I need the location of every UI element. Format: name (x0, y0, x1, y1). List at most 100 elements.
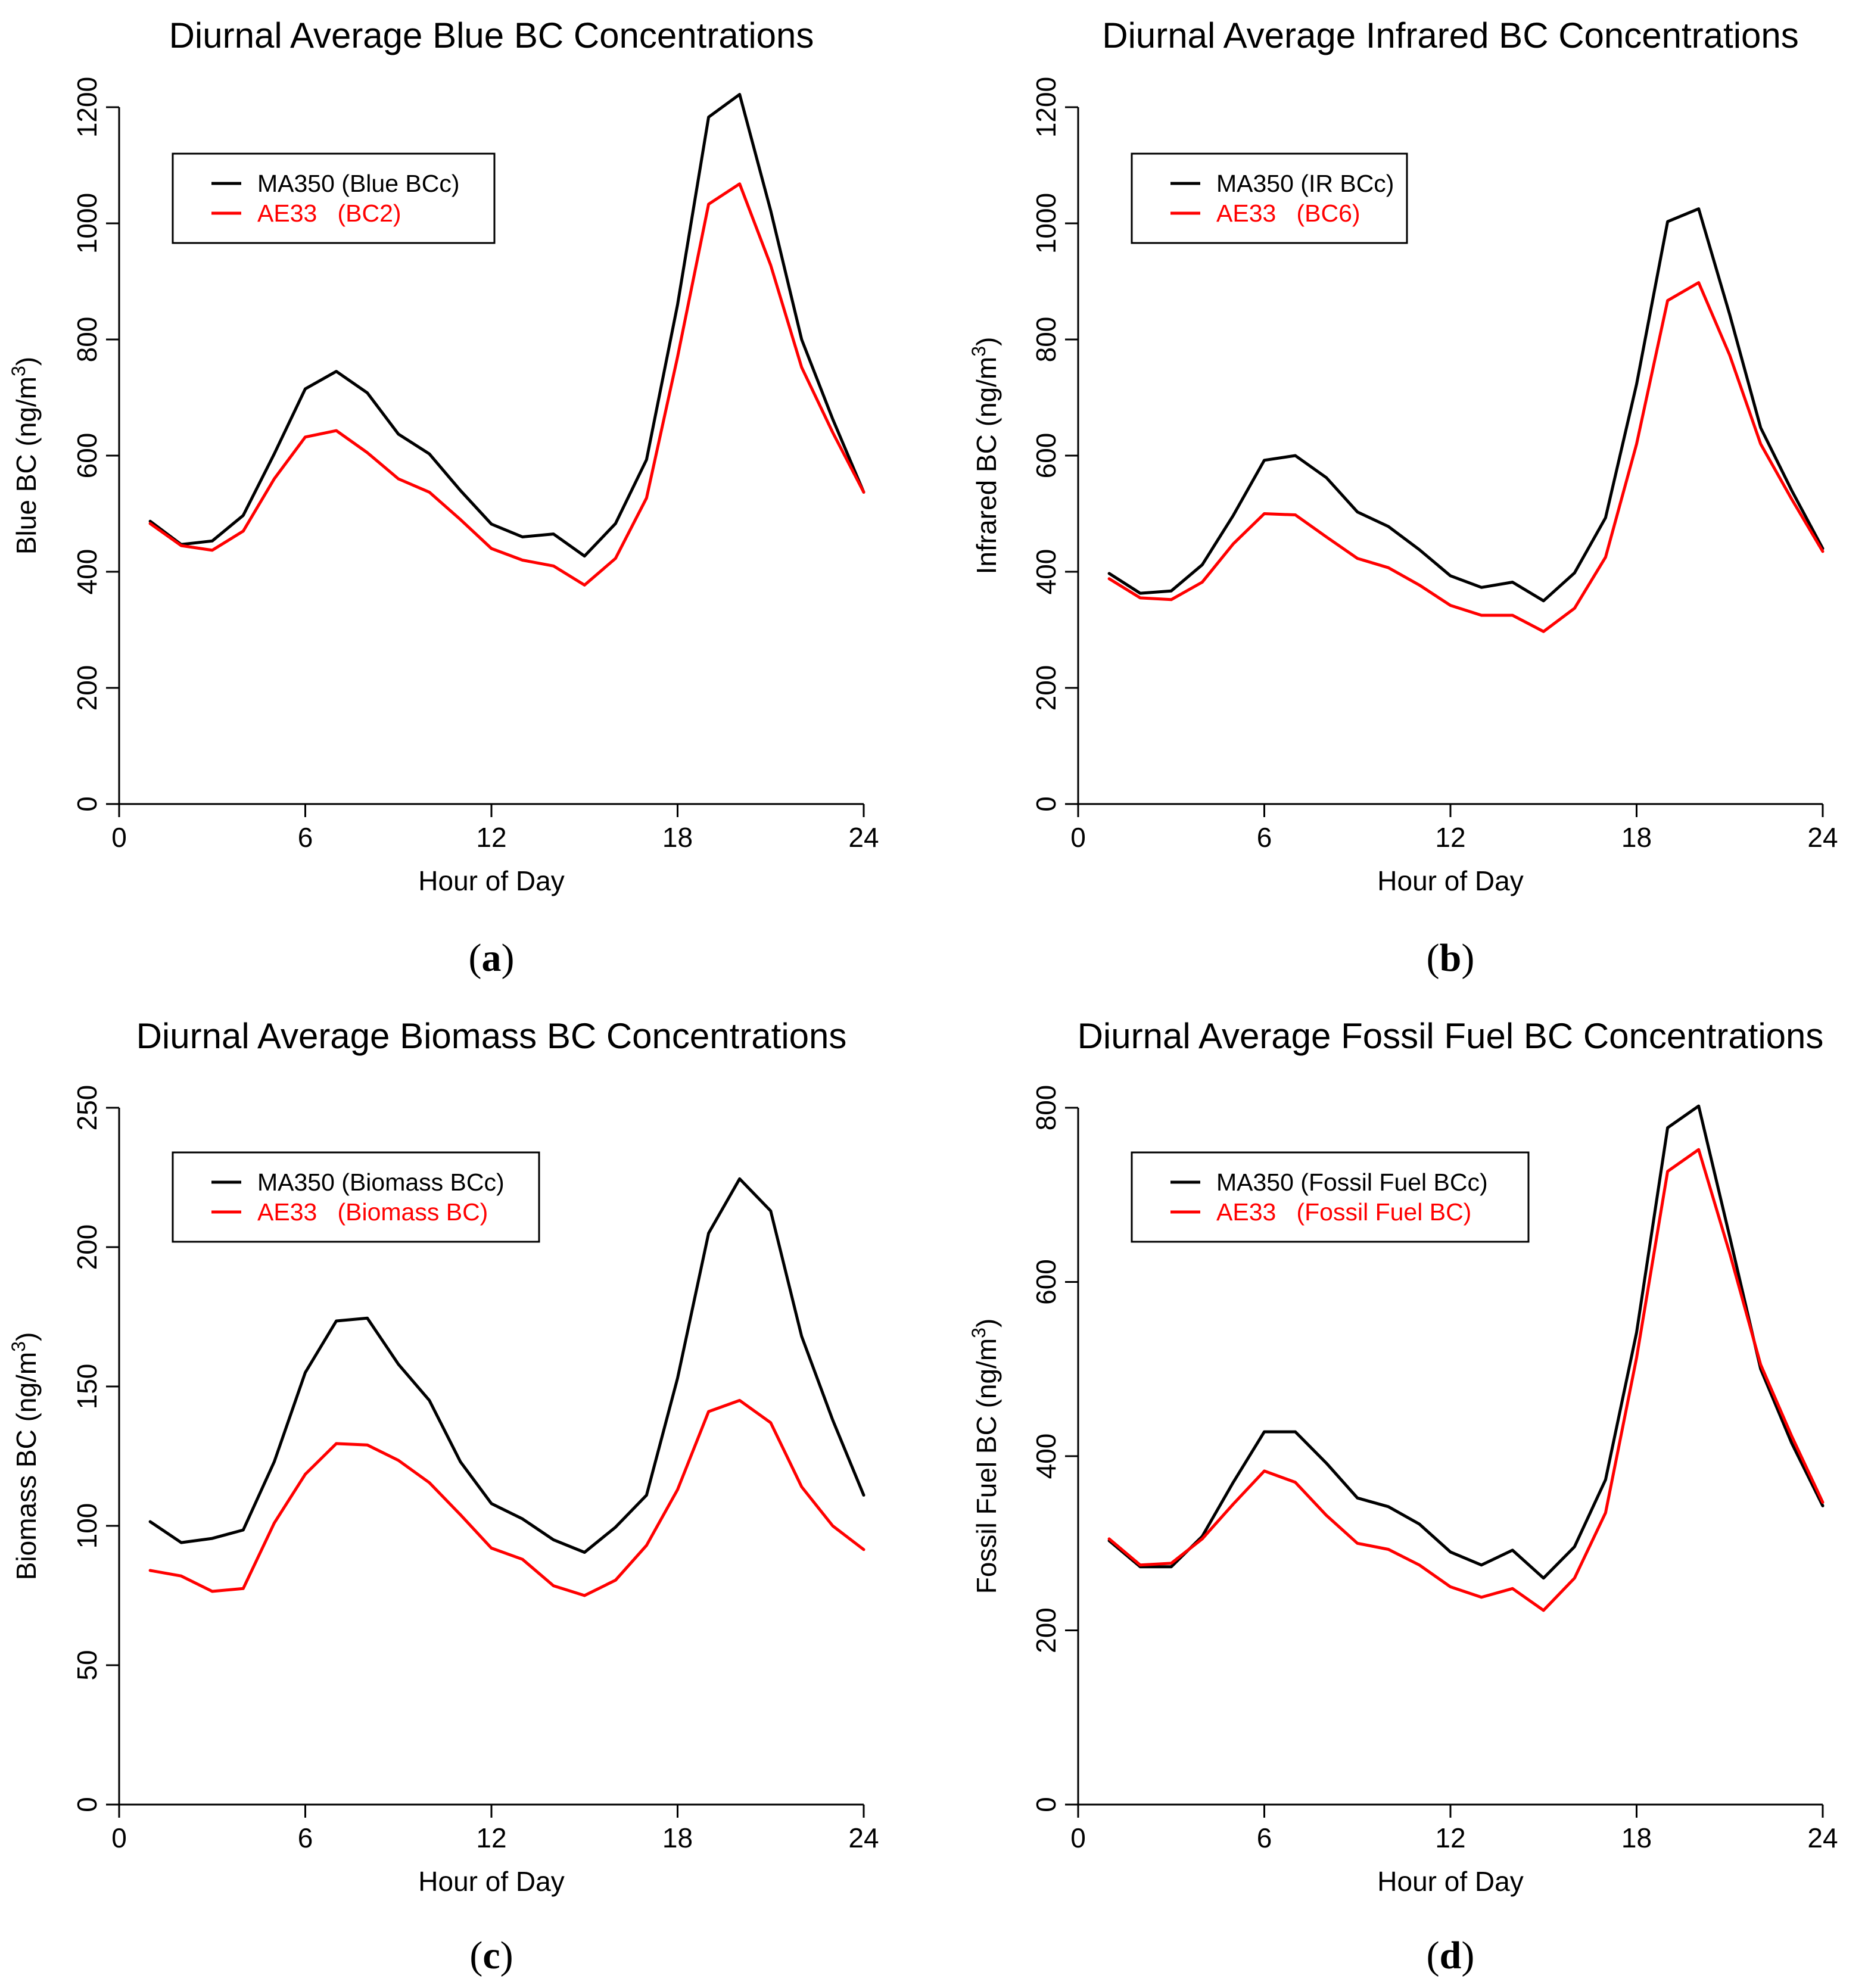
y-tick-label: 1000 (1030, 193, 1061, 254)
y-tick-label: 0 (71, 796, 102, 812)
x-tick-label: 18 (662, 1822, 693, 1853)
x-tick-label: 12 (1435, 822, 1465, 853)
x-tick-label: 0 (1070, 1822, 1086, 1853)
series-line-ma350 (148, 93, 865, 558)
y-axis-label-text: Infrared BC (ng/m (971, 357, 1002, 575)
legend: MA350 (Blue BCc) AE33 (BC2) (172, 152, 496, 244)
y-tick-label: 200 (1030, 1607, 1061, 1653)
y-axis-label-text: Biomass BC (ng/m (11, 1352, 42, 1580)
series-line-ae33 (148, 182, 865, 587)
legend: MA350 (IR BCc) AE33 (BC6) (1131, 152, 1408, 244)
x-tick-label: 6 (1257, 1822, 1272, 1853)
x-tick-label: 18 (1621, 1822, 1652, 1853)
x-tick-label: 0 (111, 822, 127, 853)
series-line-ma350 (1107, 1104, 1825, 1580)
legend-box (172, 152, 496, 244)
x-tick-label: 12 (476, 1822, 506, 1853)
x-tick-label: 24 (1807, 1822, 1838, 1853)
panel-label-close: ) (500, 1934, 513, 1977)
y-axis-label-superscript: 3 (8, 366, 29, 376)
series-line-ma350 (148, 1177, 865, 1554)
panel-label-open: ( (1427, 1934, 1440, 1977)
panel-label: (c) (469, 1934, 513, 1977)
x-tick-label: 6 (1257, 822, 1272, 853)
chart-title: Diurnal Average Blue BC Concentrations (169, 15, 814, 55)
chart-title: Diurnal Average Infrared BC Concentratio… (1102, 15, 1799, 55)
y-axis-label-superscript: 3 (8, 1341, 29, 1352)
series-line-ae33 (148, 1398, 865, 1597)
legend-entry: MA350 (Fossil Fuel BCc) (1216, 1169, 1488, 1196)
y-tick-label: 0 (71, 1797, 102, 1812)
series-line-ae33 (1107, 281, 1825, 633)
x-tick-label: 12 (1435, 1822, 1465, 1853)
series-line-ae33 (1107, 1148, 1825, 1612)
y-axis-label-close: ) (971, 1319, 1002, 1328)
panel-label-letter: b (1440, 936, 1462, 980)
y-tick-label: 1000 (71, 193, 102, 254)
x-axis-label: Hour of Day (1377, 1866, 1523, 1897)
y-axis-label: Fossil Fuel BC (ng/m3) (968, 1319, 1002, 1594)
y-tick-label: 400 (1030, 549, 1061, 595)
legend: MA350 (Biomass BCc)AE33 (Biomass BC) (172, 1151, 540, 1243)
y-axis-label-close: ) (971, 337, 1002, 346)
x-tick-label: 18 (662, 822, 693, 853)
y-tick-label: 600 (1030, 433, 1061, 479)
legend-entry: AE33 (Fossil Fuel BC) (1216, 1198, 1471, 1226)
legend-box (1131, 1151, 1530, 1243)
panel-label-letter: d (1440, 1934, 1462, 1977)
x-tick-label: 24 (848, 1822, 879, 1853)
panel-label: (a) (469, 936, 515, 980)
y-tick-label: 0 (1030, 796, 1061, 812)
x-tick-label: 24 (848, 822, 879, 853)
panel-label-letter: c (482, 1934, 500, 1977)
y-axis-label-superscript: 3 (968, 1328, 989, 1338)
y-tick-label: 200 (71, 1224, 102, 1270)
chart-title: Diurnal Average Fossil Fuel BC Concentra… (1078, 1016, 1824, 1056)
x-tick-label: 6 (298, 822, 313, 853)
legend-box (172, 1151, 540, 1243)
x-tick-label: 0 (111, 1822, 127, 1853)
legend-entry: MA350 (Blue BCc) (257, 170, 460, 197)
panel-label-letter: a (482, 936, 502, 980)
panel-label-open: ( (1427, 936, 1440, 980)
legend-entry: MA350 (Biomass BCc) (257, 1169, 505, 1196)
x-tick-label: 12 (476, 822, 506, 853)
y-axis-label: Infrared BC (ng/m3) (968, 337, 1002, 575)
y-tick-label: 0 (1030, 1797, 1061, 1812)
y-tick-label: 600 (71, 433, 102, 479)
y-tick-label: 400 (1030, 1434, 1061, 1479)
x-axis-label: Hour of Day (1377, 865, 1523, 896)
panel-d: Diurnal Average Fossil Fuel BC Concentra… (968, 1016, 1838, 1977)
y-axis-label: Blue BC (ng/m3) (8, 357, 42, 554)
y-tick-label: 200 (1030, 665, 1061, 711)
y-tick-label: 200 (71, 665, 102, 711)
x-tick-label: 6 (298, 1822, 313, 1853)
y-axis-label: Biomass BC (ng/m3) (8, 1332, 42, 1581)
y-axis-label-text: Fossil Fuel BC (ng/m (971, 1338, 1002, 1594)
legend-entry: AE33 (BC6) (1216, 200, 1360, 227)
panel-label: (d) (1427, 1934, 1475, 1977)
y-tick-label: 1200 (1030, 77, 1061, 138)
x-tick-label: 18 (1621, 822, 1652, 853)
y-tick-label: 150 (71, 1364, 102, 1410)
legend-entry: AE33 (Biomass BC) (257, 1198, 488, 1226)
panel-a: Diurnal Average Blue BC Concentrations 0 6… (8, 15, 879, 980)
y-tick-label: 1200 (71, 77, 102, 138)
y-axis-label-close: ) (11, 357, 42, 366)
y-axis-label-close: ) (11, 1332, 42, 1341)
panel-label-close: ) (502, 936, 515, 980)
x-axis-label: Hour of Day (418, 1866, 564, 1897)
legend-box (1131, 152, 1408, 244)
y-tick-label: 800 (1030, 1085, 1061, 1131)
legend: MA350 (Fossil Fuel BCc)AE33 (Fossil Fuel… (1131, 1151, 1530, 1243)
x-axis-label: Hour of Day (418, 865, 564, 896)
x-tick-label: 24 (1807, 822, 1838, 853)
y-tick-label: 50 (71, 1650, 102, 1680)
panel-c: Diurnal Average Biomass BC Concentration… (8, 1016, 879, 1977)
legend-entry: AE33 (BC2) (257, 200, 401, 227)
series-line-ma350 (1107, 207, 1825, 603)
panel-label-open: ( (469, 1934, 482, 1977)
y-tick-label: 800 (1030, 317, 1061, 363)
y-axis-label-superscript: 3 (968, 346, 989, 357)
